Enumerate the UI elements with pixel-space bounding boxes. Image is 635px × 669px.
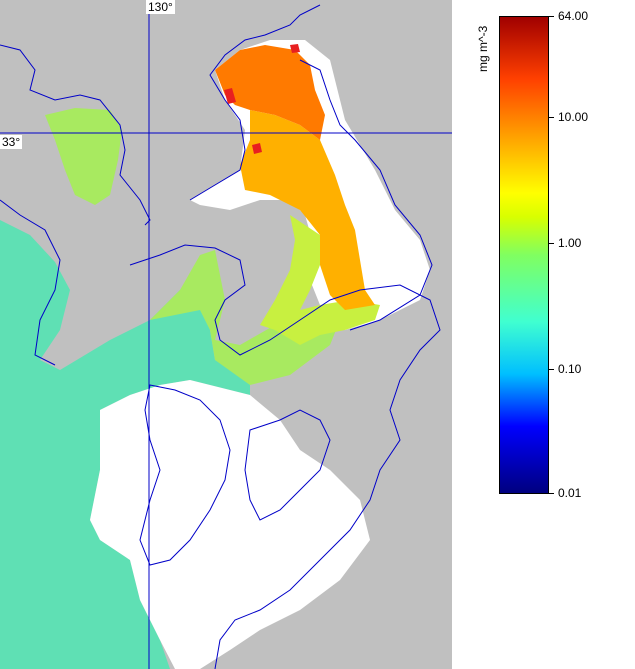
colorbar-label-max: 64.00 [558, 9, 589, 23]
latitude-label: 33° [0, 135, 23, 149]
colorbar-label-10: 10.00 [558, 110, 589, 124]
water-bay-high [240, 110, 375, 310]
hotspot-ne [290, 44, 300, 53]
colorbar-tick [549, 243, 554, 244]
colorbar [499, 16, 549, 494]
chlorophyll-map: 130° 33° [0, 0, 452, 669]
no-data-kyushu-coast [90, 380, 370, 669]
colorbar-tick [549, 117, 554, 118]
hotspot-west [252, 143, 262, 154]
coastline-kyushu [129, 244, 441, 669]
water-strait [150, 250, 340, 385]
hotspot-north [224, 88, 236, 104]
colorbar-label-min: 0.01 [558, 486, 582, 500]
map-canvas [0, 0, 452, 669]
colorbar-label-01: 0.10 [558, 362, 582, 376]
colorbar-unit-label: mg m^-3 [476, 25, 490, 72]
colorbar-label-1: 1.00 [558, 236, 582, 250]
coastline-islands [139, 384, 231, 566]
colorbar-tick [549, 16, 554, 17]
water-east-china-sea [0, 220, 250, 669]
water-inner-sea [260, 215, 380, 345]
colorbar-tick [549, 369, 554, 370]
colorbar-tick [549, 493, 554, 494]
coastline-bay [189, 4, 433, 331]
water-tsushima-area [45, 108, 122, 205]
water-bay-peak [215, 45, 325, 140]
longitude-label: 130° [146, 0, 175, 14]
coastline-peninsula [244, 409, 331, 521]
coastline-korea [0, 44, 151, 366]
